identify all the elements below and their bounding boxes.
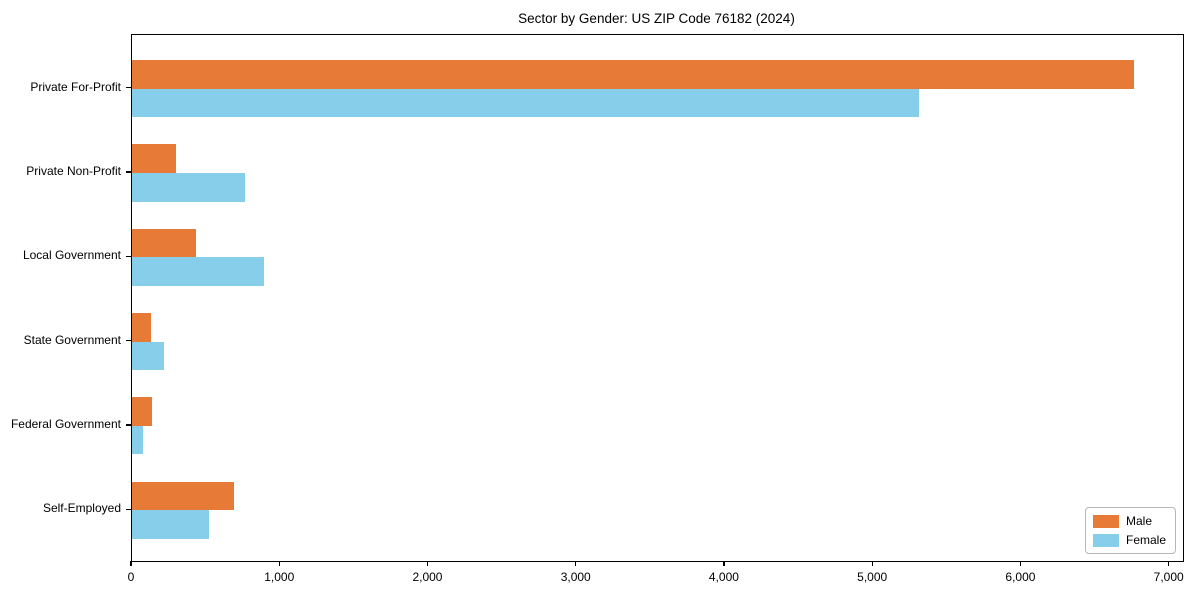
bar-female-state-government (132, 341, 164, 371)
y-tick-label-self-employed: Self-Employed (42, 501, 121, 516)
x-tick-label-5000: 5,000 (857, 570, 888, 584)
y-tick-mark (126, 424, 131, 426)
legend-swatch-male (1092, 514, 1119, 528)
bar-male-federal-government (132, 397, 152, 426)
y-tick-label-federal-government: Federal Government (10, 416, 121, 431)
x-tick-mark (575, 561, 577, 567)
legend-label-male: Male (1125, 514, 1152, 528)
legend-label-female: Female (1125, 533, 1166, 547)
x-tick-label-4000: 4,000 (708, 570, 739, 584)
bar-male-local-government (132, 228, 196, 258)
y-tick-mark (126, 87, 131, 89)
y-tick-mark (126, 171, 131, 173)
x-tick-mark (723, 561, 725, 567)
y-tick-label-private-for-profit: Private For-Profit (30, 79, 121, 94)
bar-male-state-government (132, 313, 152, 342)
plot-area: Male Female (131, 34, 1184, 562)
x-tick-label-1000: 1,000 (264, 570, 295, 584)
y-tick-mark (126, 255, 131, 257)
y-tick-mark (126, 339, 131, 342)
y-tick-label-local-government: Local Government (22, 248, 121, 263)
bar-female-private-for-profit (132, 88, 920, 118)
bar-male-self-employed (132, 481, 235, 511)
bar-female-local-government (132, 257, 264, 286)
x-tick-mark (871, 561, 873, 567)
x-tick-label-2000: 2,000 (412, 570, 443, 584)
x-tick-mark (278, 561, 280, 567)
x-tick-label-3000: 3,000 (560, 570, 591, 584)
legend: Male Female (1084, 507, 1176, 554)
y-tick-label-state-government: State Government (23, 332, 121, 347)
legend-item-female: Female (1092, 533, 1166, 547)
legend-item-male: Male (1092, 514, 1166, 528)
bar-male-private-for-profit (132, 60, 1135, 89)
bar-female-federal-government (132, 425, 144, 455)
y-tick-label-private-non-profit: Private Non-Profit (26, 164, 121, 178)
bar-male-private-non-profit (132, 144, 177, 173)
x-tick-mark (130, 561, 132, 567)
x-tick-mark (426, 561, 429, 567)
legend-swatch-female (1092, 533, 1119, 547)
x-tick-label-7000: 7,000 (1153, 570, 1184, 584)
x-tick-label-6000: 6,000 (1005, 570, 1036, 584)
x-tick-mark (1019, 561, 1022, 567)
bar-female-self-employed (132, 510, 210, 539)
y-tick-mark (126, 508, 131, 510)
chart-title: Sector by Gender: US ZIP Code 76182 (202… (518, 11, 795, 26)
bar-female-private-non-profit (132, 173, 245, 202)
x-tick-mark (1168, 561, 1170, 567)
x-tick-label-0: 0 (127, 570, 135, 584)
